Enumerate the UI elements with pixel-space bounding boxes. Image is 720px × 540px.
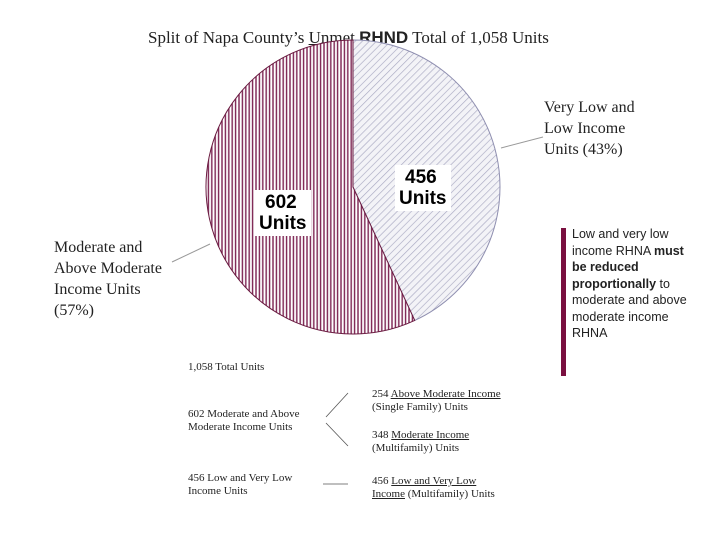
breakdown-num: 348: [372, 429, 392, 441]
bracket-line-1: [325, 392, 349, 418]
breakdown-left-low: 456 Low and Very Low Income Units: [188, 472, 292, 498]
data-label-line: 602: [265, 192, 297, 213]
breakdown-category: Moderate Income: [391, 429, 470, 441]
data-label-602-units: 602 Units: [255, 190, 311, 236]
breakdown-right-above-moderate: 254 Above Moderate Income (Single Family…: [372, 388, 501, 414]
breakdown-category: Income: [372, 488, 405, 500]
slice-label-line: Low Income: [544, 120, 626, 137]
breakdown-line: 602 Moderate and Above: [188, 408, 300, 420]
total-units-line: 1,058 Total Units: [188, 361, 265, 373]
slice-label-line: Moderate and: [54, 239, 143, 256]
breakdown-line: 456 Low and Very Low: [188, 472, 293, 484]
breakdown-category: Low and Very Low: [391, 475, 477, 487]
breakdown-line: (Multifamily) Units: [404, 488, 495, 500]
breakdown-num: 254: [372, 388, 391, 400]
slice-label-low-income: Very Low and Low Income Units (43%): [544, 97, 635, 160]
breakdown-right-low: 456 Low and Very Low Income (Multifamily…: [372, 475, 495, 501]
data-label-456-units: 456 Units: [395, 165, 451, 211]
title-suffix: Total of 1,058 Units: [408, 28, 549, 47]
slice-label-line: (57%): [54, 302, 94, 319]
breakdown-num: 456: [372, 475, 392, 487]
data-label-line: Units: [399, 188, 447, 209]
note-bold: must be reduced proportionally: [572, 243, 684, 291]
note-normal-1: Low and very low income RHNA: [572, 227, 669, 258]
breakdown-right-moderate: 348 Moderate Income (Multifamily) Units: [372, 429, 469, 455]
slice-label-line: Very Low and: [544, 99, 635, 116]
leader-line-right: [500, 136, 544, 149]
accent-bar: [561, 228, 566, 376]
data-label-line: Units: [259, 213, 307, 234]
slice-label-moderate-income: Moderate and Above Moderate Income Units…: [54, 237, 162, 321]
bracket-line-2: [325, 422, 349, 447]
breakdown-category: Above Moderate Income: [390, 388, 501, 400]
note-normal-2: to moderate and above moderate income RH…: [572, 276, 687, 341]
breakdown-left-moderate: 602 Moderate and Above Moderate Income U…: [188, 408, 300, 434]
data-label-line: 456: [405, 167, 437, 188]
pie-group: [205, 39, 501, 335]
leader-line-left: [171, 243, 211, 263]
breakdown-line: (Multifamily) Units: [372, 442, 460, 454]
pie-slice-moderate-income: [205, 39, 416, 335]
breakdown-line: Moderate Income Units: [188, 421, 293, 433]
title-prefix: Split of Napa County’s: [148, 28, 309, 47]
slice-label-line: Units (43%): [544, 141, 623, 158]
note-text: Low and very low income RHNA must be red…: [572, 226, 692, 342]
breakdown-line: Income Units: [188, 485, 248, 497]
slice-label-line: Income Units: [54, 281, 141, 298]
breakdown-line: (Single Family) Units: [372, 401, 468, 413]
slice-label-line: Above Moderate: [54, 260, 162, 277]
